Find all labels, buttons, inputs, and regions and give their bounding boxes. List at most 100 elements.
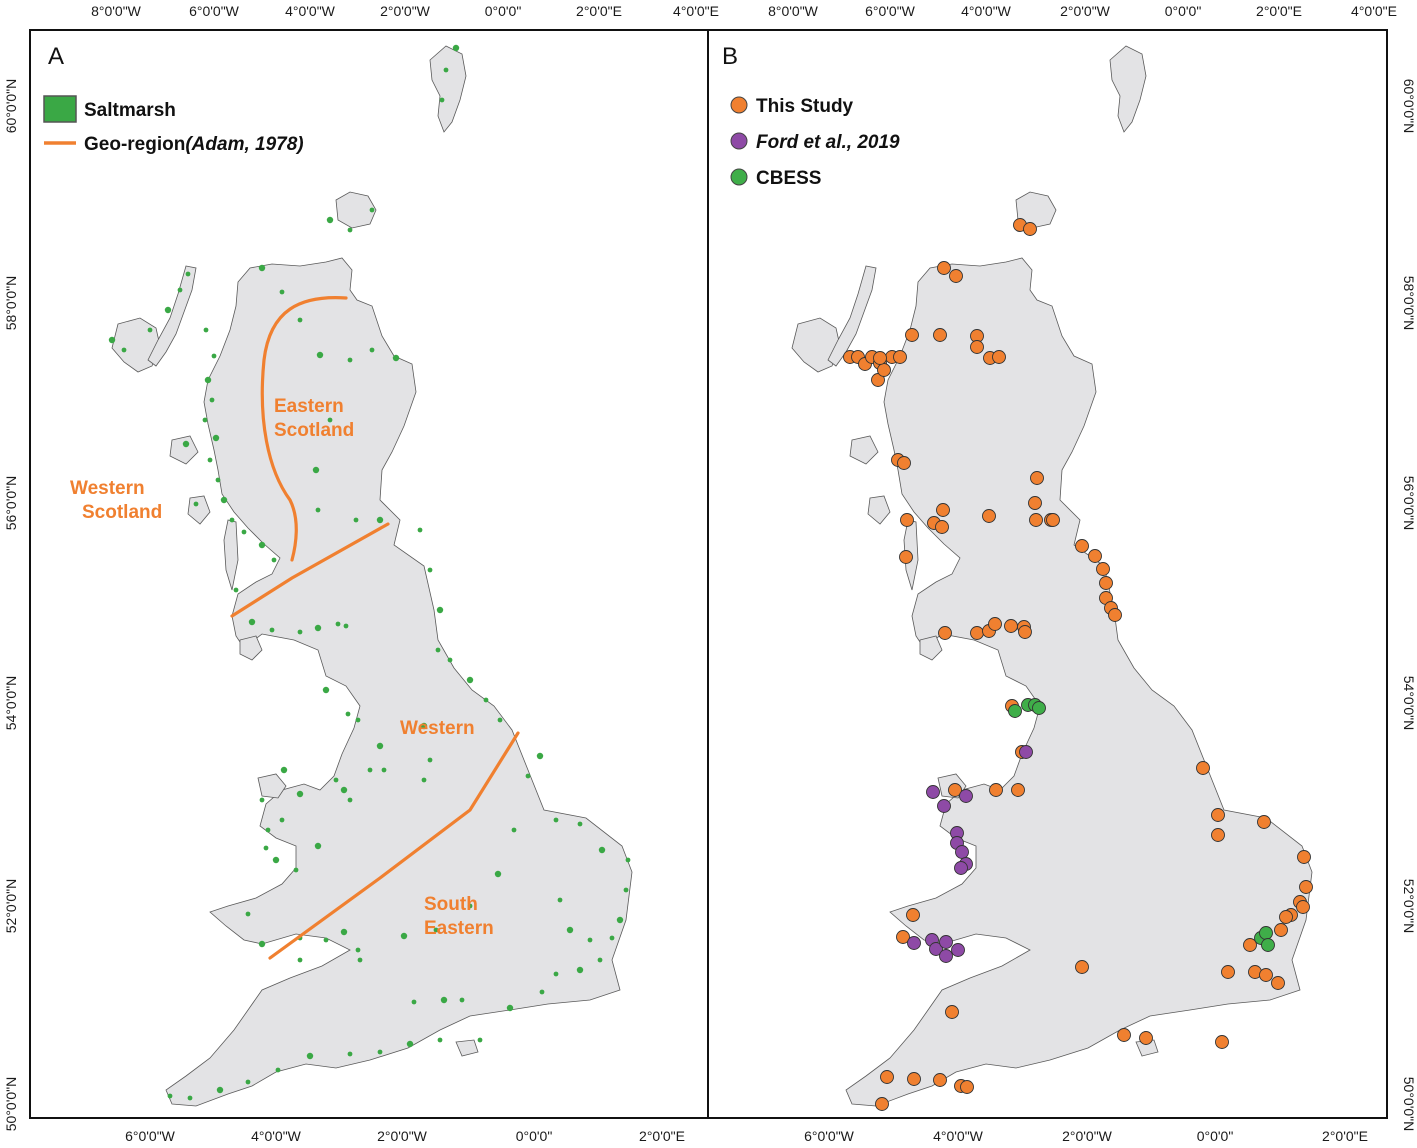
region-label-western-scotland-2: Scotland xyxy=(82,502,162,523)
saltmarsh-patch xyxy=(245,911,251,917)
site-marker-this-study xyxy=(982,509,996,523)
site-marker-this-study xyxy=(875,1097,889,1111)
saltmarsh-patch xyxy=(616,916,624,924)
saltmarsh-patch xyxy=(477,1037,483,1043)
site-marker-this-study xyxy=(1075,539,1089,553)
saltmarsh-patch xyxy=(323,937,329,943)
tick-label: 52°0'0"N xyxy=(3,879,19,934)
saltmarsh-patch xyxy=(377,1049,383,1055)
panel-a: A Saltmarsh Geo-region(Adam, 1978) Easte… xyxy=(3,3,719,1144)
saltmarsh-patch xyxy=(435,647,441,653)
saltmarsh-layer xyxy=(108,44,631,1101)
site-marker-this-study xyxy=(938,626,952,640)
site-marker-this-study xyxy=(1029,513,1043,527)
tick-label: 4°0'0"E xyxy=(673,3,719,19)
site-marker-this-study xyxy=(948,783,962,797)
saltmarsh-patch xyxy=(297,957,303,963)
site-marker-ford xyxy=(926,785,940,799)
saltmarsh-patch xyxy=(108,336,116,344)
saltmarsh-patch xyxy=(467,903,473,909)
saltmarsh-patch xyxy=(203,327,209,333)
saltmarsh-patch xyxy=(433,927,439,933)
saltmarsh-patch xyxy=(369,347,375,353)
saltmarsh-patch xyxy=(347,357,353,363)
saltmarsh-patch xyxy=(185,271,191,277)
tick-label: 0°0'0" xyxy=(516,1128,553,1144)
saltmarsh-patch xyxy=(297,629,303,635)
tick-label: 4°0'0"W xyxy=(251,1128,302,1144)
saltmarsh-patch xyxy=(315,507,321,513)
site-marker-ford xyxy=(939,949,953,963)
site-marker-this-study xyxy=(1196,761,1210,775)
site-marker-this-study xyxy=(1299,880,1313,894)
saltmarsh-patch xyxy=(427,757,433,763)
legend-ford-marker xyxy=(730,132,748,150)
saltmarsh-patch xyxy=(248,618,256,626)
saltmarsh-patch xyxy=(381,767,387,773)
saltmarsh-patch xyxy=(296,790,304,798)
saltmarsh-patch xyxy=(536,752,544,760)
site-marker-this-study xyxy=(1023,222,1037,236)
site-marker-this-study xyxy=(1257,815,1271,829)
saltmarsh-patch xyxy=(271,557,277,563)
saltmarsh-patch xyxy=(511,827,517,833)
saltmarsh-patch xyxy=(215,477,221,483)
saltmarsh-patch xyxy=(121,347,127,353)
panel-b-letter: B xyxy=(722,43,738,70)
saltmarsh-patch xyxy=(625,857,631,863)
tick-label: 6°0'0"W xyxy=(865,3,916,19)
panel-b-map xyxy=(791,45,1313,1107)
saltmarsh-patch xyxy=(577,821,583,827)
saltmarsh-patch xyxy=(229,517,235,523)
tick-label: 2°0'0"E xyxy=(1322,1128,1368,1144)
site-marker-this-study xyxy=(1274,923,1288,937)
site-marker-ford xyxy=(951,943,965,957)
legend-saltmarsh-label: Saltmarsh xyxy=(84,100,176,121)
legend-ford-label: Ford et al., 2019 xyxy=(756,132,900,153)
legend-georegion-text: Geo-region xyxy=(84,134,185,155)
site-marker-this-study xyxy=(970,626,984,640)
site-marker-ford xyxy=(907,936,921,950)
saltmarsh-patch xyxy=(211,353,217,359)
legend-cbess-label: CBESS xyxy=(756,168,821,189)
saltmarsh-patch xyxy=(347,1051,353,1057)
site-marker-this-study xyxy=(907,1072,921,1086)
site-marker-this-study xyxy=(1211,808,1225,822)
saltmarsh-patch xyxy=(233,587,239,593)
saltmarsh-patch xyxy=(566,926,574,934)
saltmarsh-patch xyxy=(209,397,215,403)
tick-label: 4°0'0"E xyxy=(1351,3,1397,19)
saltmarsh-patch xyxy=(497,717,503,723)
saltmarsh-swatch xyxy=(43,95,77,123)
region-label-western-scotland-1: Western xyxy=(70,478,145,499)
site-marker-this-study xyxy=(1075,960,1089,974)
saltmarsh-patch xyxy=(609,935,615,941)
site-marker-this-study xyxy=(992,350,1006,364)
saltmarsh-patch xyxy=(207,457,213,463)
saltmarsh-patch xyxy=(306,1052,314,1060)
tick-label: 50°0'0"N xyxy=(3,1077,19,1132)
site-marker-this-study xyxy=(1117,1028,1131,1042)
saltmarsh-patch xyxy=(506,1004,514,1012)
saltmarsh-patch xyxy=(483,697,489,703)
saltmarsh-patch xyxy=(327,417,333,423)
tick-label: 4°0'0"W xyxy=(933,1128,984,1144)
site-marker-this-study xyxy=(897,456,911,470)
site-marker-this-study xyxy=(1030,471,1044,485)
tick-label: 0°0'0" xyxy=(485,3,522,19)
panel-a-letter: A xyxy=(48,43,64,70)
panel-b: B This Study Ford et al., 2019 CBESS 8°0… xyxy=(707,3,1417,1144)
saltmarsh-patch xyxy=(258,940,266,948)
site-marker-this-study xyxy=(937,261,951,275)
tick-label: 8°0'0"W xyxy=(91,3,142,19)
site-marker-ford xyxy=(954,861,968,875)
site-marker-this-study xyxy=(935,520,949,534)
saltmarsh-patch xyxy=(452,44,460,52)
site-marker-this-study xyxy=(1297,850,1311,864)
saltmarsh-patch xyxy=(421,777,427,783)
tick-label: 8°0'0"W xyxy=(768,3,819,19)
saltmarsh-patch xyxy=(400,932,408,940)
saltmarsh-patch xyxy=(265,827,271,833)
site-marker-this-study xyxy=(988,617,1002,631)
site-marker-this-study xyxy=(1243,938,1257,952)
